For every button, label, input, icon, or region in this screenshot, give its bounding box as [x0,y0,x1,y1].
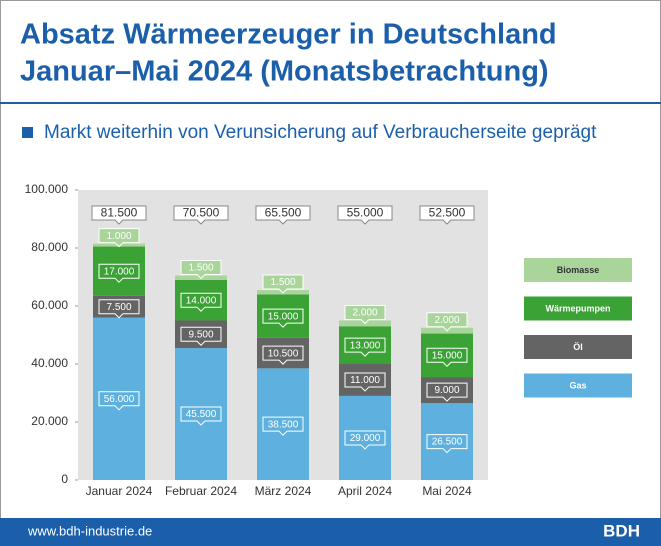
data-label: 15.000 [268,311,299,322]
data-label: 14.000 [186,295,217,306]
y-tick-label: 0 [61,472,68,486]
data-label: 38.500 [268,419,299,430]
label-box [344,430,386,450]
label-box [426,312,468,332]
total-label: 65.500 [265,206,302,220]
data-label: 13.000 [350,340,381,351]
label-box [98,391,140,411]
label-box [262,345,304,365]
label-box [255,205,311,225]
data-label: 9.000 [434,385,459,396]
data-label: 1.500 [188,263,213,274]
y-tick-label: 60.000 [31,298,68,312]
data-label: 29.000 [350,433,381,444]
data-label: 10.500 [268,348,299,359]
total-label: 55.000 [347,206,384,220]
footer-url: www.bdh-industrie.de [27,523,152,538]
data-label: 26.500 [432,437,463,448]
subtitle: Markt weiterhin von Verunsicherung auf V… [44,122,597,143]
data-label: 7.500 [106,302,131,313]
data-label: 1.500 [270,277,295,288]
label-box [262,274,304,294]
footer-bar [0,518,661,546]
label-box [180,292,222,312]
label-box [262,416,304,436]
x-tick-label: April 2024 [338,484,392,498]
label-box [426,382,468,402]
total-label: 81.500 [101,206,138,220]
label-box [344,337,386,357]
label-box [426,347,468,368]
total-label: 70.500 [183,206,220,220]
label-box [98,263,140,283]
data-label: 11.000 [350,375,380,386]
label-box [180,326,222,346]
data-label: 17.000 [104,266,135,277]
x-tick-label: Mai 2024 [422,484,472,498]
data-label: 1.000 [106,231,131,242]
label-box [262,308,304,328]
bullet [22,127,33,138]
legend-swatch [524,373,632,398]
label-box [98,299,140,319]
label-box [344,372,386,392]
total-label: 52.500 [429,206,466,220]
title: Januar–Mai 2024 (Monatsbetrachtung) [20,56,549,88]
y-tick-label: 40.000 [31,356,68,370]
x-tick-label: Januar 2024 [86,484,153,498]
legend-label: Gas [569,380,586,390]
y-tick-label: 80.000 [31,240,68,254]
data-label: 2.000 [352,308,377,319]
legend-label: Biomasse [557,265,600,275]
y-tick-label: 20.000 [31,414,68,428]
label-box [344,305,386,325]
data-label: 15.000 [432,350,463,361]
label-box [337,205,393,225]
legend-swatch [524,296,632,321]
label-box [426,434,468,454]
data-label: 9.500 [188,329,213,340]
x-tick-label: März 2024 [255,484,312,498]
label-box [91,205,147,225]
label-box [180,406,222,426]
legend-label: Öl [573,342,583,352]
label-box [180,260,222,280]
x-tick-label: Februar 2024 [165,484,237,498]
data-label: 56.000 [104,394,135,405]
label-box [419,205,475,225]
data-label: 2.000 [434,315,459,326]
y-tick-label: 100.000 [25,182,69,196]
legend-swatch [524,335,632,359]
data-label: 45.500 [186,409,217,420]
title: Absatz Wärmeerzeuger in Deutschland [20,19,557,51]
legend-swatch [524,258,632,282]
label-box [173,205,229,225]
legend-label: Wärmepumpen [545,303,610,313]
footer-brand: BDH [603,521,640,540]
label-box [98,228,140,248]
